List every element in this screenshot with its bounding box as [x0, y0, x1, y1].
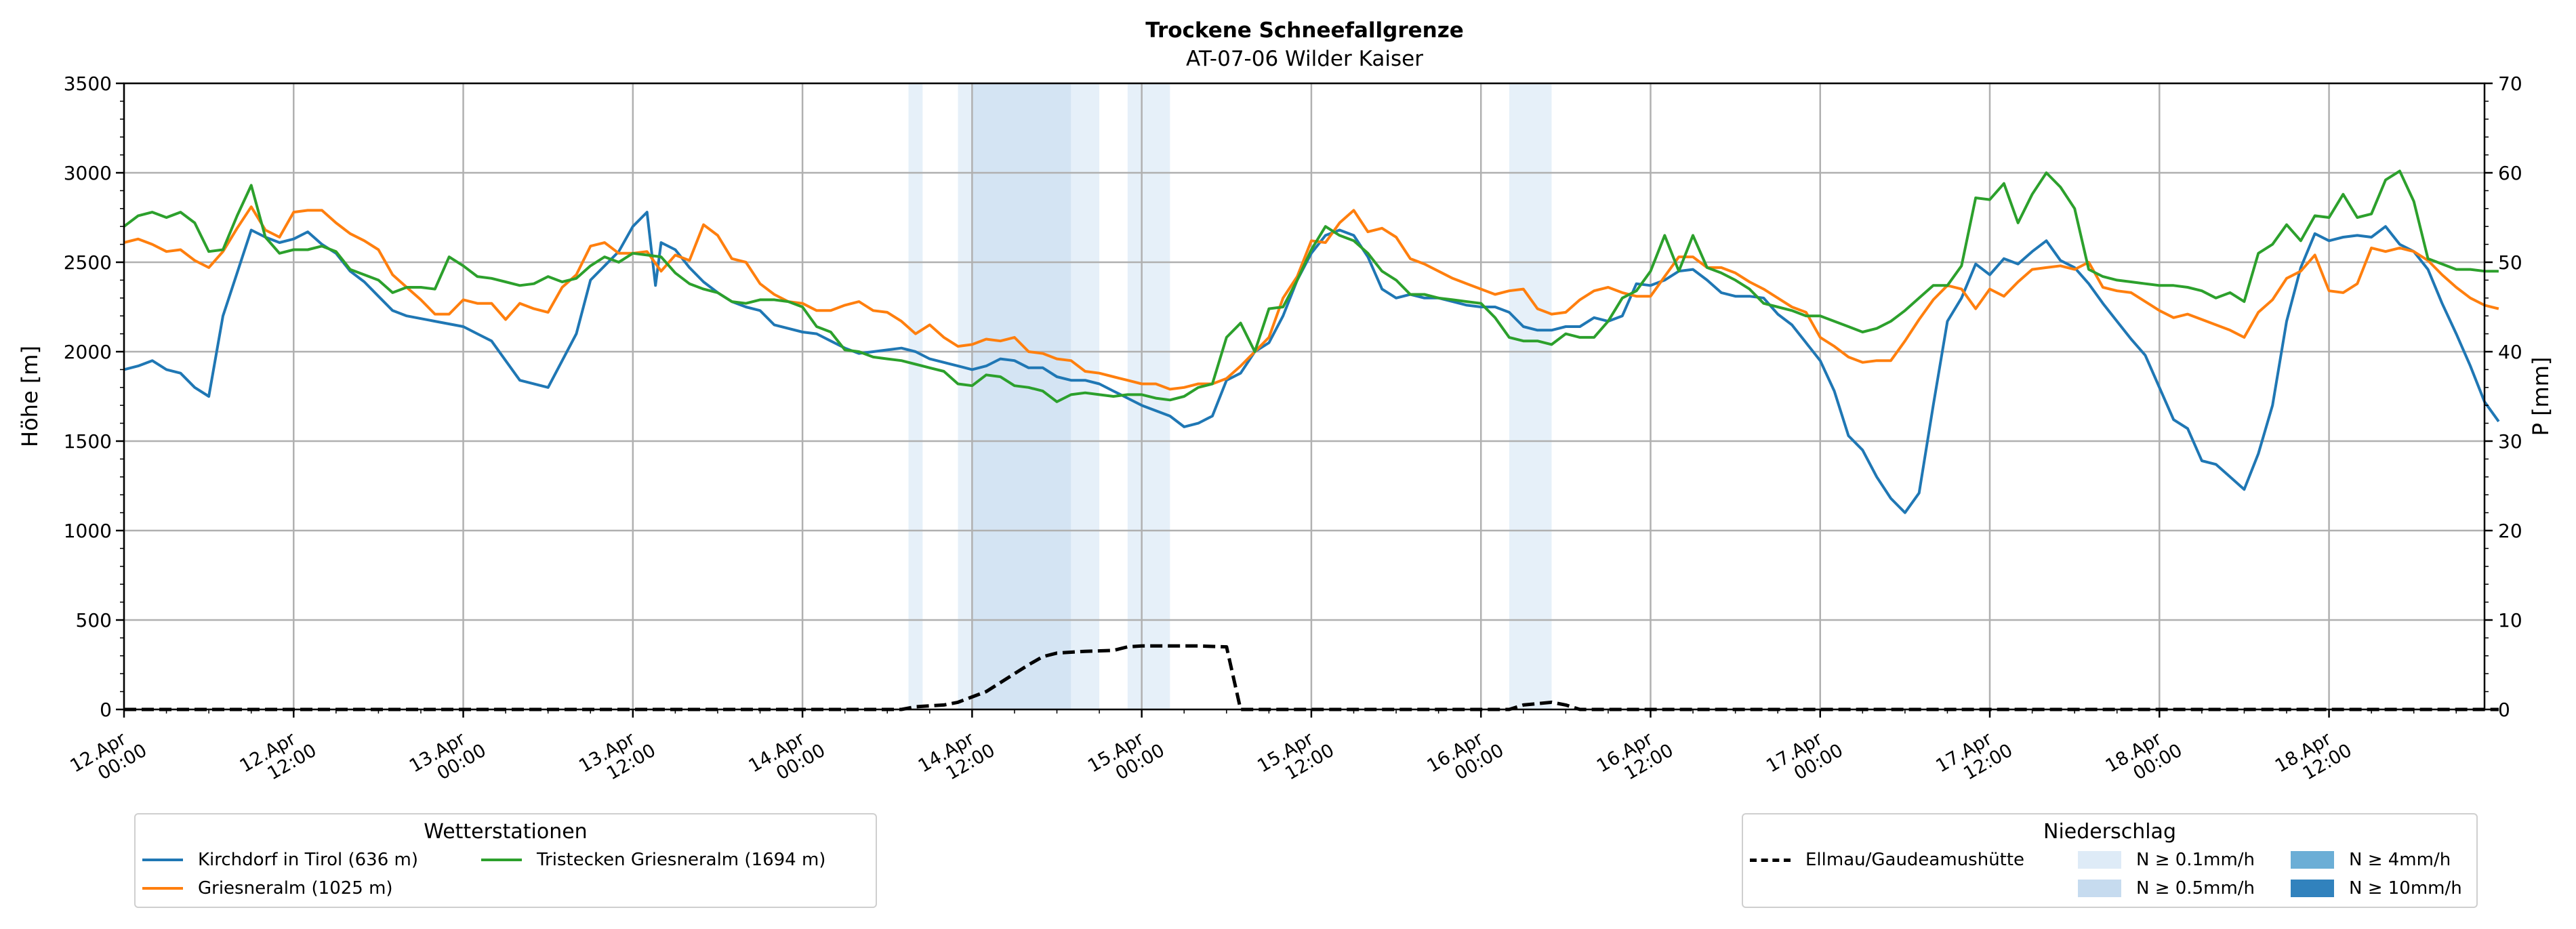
kirchdorf-line-swatch [142, 859, 183, 861]
y2-tick-label: 60 [2498, 162, 2522, 184]
stations-legend: Wetterstationen Kirchdorf in Tirol (636 … [134, 813, 877, 908]
y-tick-label: 3000 [64, 162, 112, 184]
legend-label-ellmau: Ellmau/Gaudeamushütte [1805, 850, 2025, 870]
y-tick-label: 2500 [64, 251, 112, 274]
series-lines [123, 169, 2500, 711]
x-tick-label: 18.Apr12:00 [2272, 722, 2356, 795]
precip-band [1509, 83, 1552, 709]
x-tick-label: 15.Apr00:00 [1084, 722, 1168, 795]
legend-item-band-10: N ≥ 10mm/h [2291, 878, 2462, 899]
legend-label-band-10: N ≥ 10mm/h [2349, 878, 2462, 899]
y2-axis-label: P [mm] [2528, 357, 2554, 436]
band-10-swatch [2291, 880, 2334, 897]
x-tick-label: 15.Apr12:00 [1254, 722, 1338, 795]
series-line-griesneralm [123, 205, 2499, 391]
precip-legend: Niederschlag Ellmau/Gaudeamushütte N ≥ 0… [1742, 813, 2478, 908]
precip-legend-title: Niederschlag [2043, 820, 2176, 844]
x-tick-label: 18.Apr00:00 [2102, 722, 2186, 795]
legend-item-tristecken: Tristecken Griesneralm (1694 m) [481, 850, 825, 870]
precip-band [958, 83, 973, 709]
legend-item-band-4: N ≥ 4mm/h [2291, 850, 2451, 870]
chart-title: Trockene Schneefallgrenze [1145, 18, 1464, 43]
precip-band [1071, 83, 1100, 709]
series-line-precip [124, 644, 2499, 711]
chart-subtitle: AT-07-06 Wilder Kaiser [1186, 47, 1423, 71]
y-axis-label: Höhe [m] [17, 346, 43, 447]
stations-legend-title: Wetterstationen [424, 820, 588, 844]
y2-tick-label: 10 [2498, 609, 2522, 632]
y2-tick-label: 50 [2498, 251, 2522, 274]
y2-tick-label: 40 [2498, 341, 2522, 363]
legend-label-griesneralm: Griesneralm (1025 m) [198, 878, 393, 899]
series-line-tristecken [123, 169, 2499, 403]
legend-label-band-4: N ≥ 4mm/h [2349, 850, 2451, 870]
x-tick-label: 12.Apr00:00 [66, 722, 150, 795]
x-tick-label: 14.Apr00:00 [745, 722, 829, 795]
y-tick-label: 1000 [64, 520, 112, 542]
precip-band [908, 83, 923, 709]
tristecken-line-swatch [481, 859, 522, 861]
y-tick-label: 500 [76, 609, 112, 632]
x-tick-label: 13.Apr00:00 [406, 722, 490, 795]
band-01-swatch [2078, 851, 2121, 869]
x-tick-label: 17.Apr12:00 [1932, 722, 2016, 795]
y2-tick-label: 30 [2498, 430, 2522, 453]
x-tick-label: 13.Apr12:00 [575, 722, 659, 795]
y2-tick-label: 20 [2498, 520, 2522, 542]
y-tick-label: 0 [100, 699, 112, 721]
griesneralm-line-swatch [142, 887, 183, 890]
x-tick-label: 16.Apr00:00 [1424, 722, 1508, 795]
legend-item-ellmau: Ellmau/Gaudeamushütte [1750, 850, 2024, 870]
legend-label-band-01: N ≥ 0.1mm/h [2136, 850, 2255, 870]
legend-item-kirchdorf: Kirchdorf in Tirol (636 m) [142, 850, 418, 870]
x-tick-label: 17.Apr00:00 [1763, 722, 1847, 795]
plot-frame [123, 82, 2486, 711]
x-tick-label: 12.Apr12:00 [237, 722, 321, 795]
legend-label-band-05: N ≥ 0.5mm/h [2136, 878, 2255, 899]
legend-label-tristecken: Tristecken Griesneralm (1694 m) [537, 850, 826, 870]
grid-lines [123, 82, 2485, 711]
y-tick-label: 3500 [64, 73, 112, 95]
precip-band [972, 83, 1071, 709]
legend-item-band-05: N ≥ 0.5mm/h [2078, 878, 2255, 899]
x-tick-label: 16.Apr12:00 [1593, 722, 1677, 795]
legend-item-griesneralm: Griesneralm (1025 m) [142, 878, 393, 899]
y-tick-label: 1500 [64, 430, 112, 453]
band-4-swatch [2291, 851, 2334, 869]
axes: 0 500 1000 1500 2000 2500 3000 3500 0 10 20 30 40 50 6… [64, 73, 2522, 795]
ellmau-dash-swatch [1750, 858, 1791, 862]
band-05-swatch [2078, 880, 2121, 897]
y2-tick-label: 0 [2498, 699, 2510, 721]
legend-item-band-01: N ≥ 0.1mm/h [2078, 850, 2255, 870]
y2-tick-label: 70 [2498, 73, 2522, 95]
legend-label-kirchdorf: Kirchdorf in Tirol (636 m) [198, 850, 418, 870]
series-line-kirchdorf [123, 211, 2500, 514]
y-tick-label: 2000 [64, 341, 112, 363]
precipitation-bands [908, 83, 1552, 709]
x-tick-label: 14.Apr12:00 [915, 722, 999, 795]
